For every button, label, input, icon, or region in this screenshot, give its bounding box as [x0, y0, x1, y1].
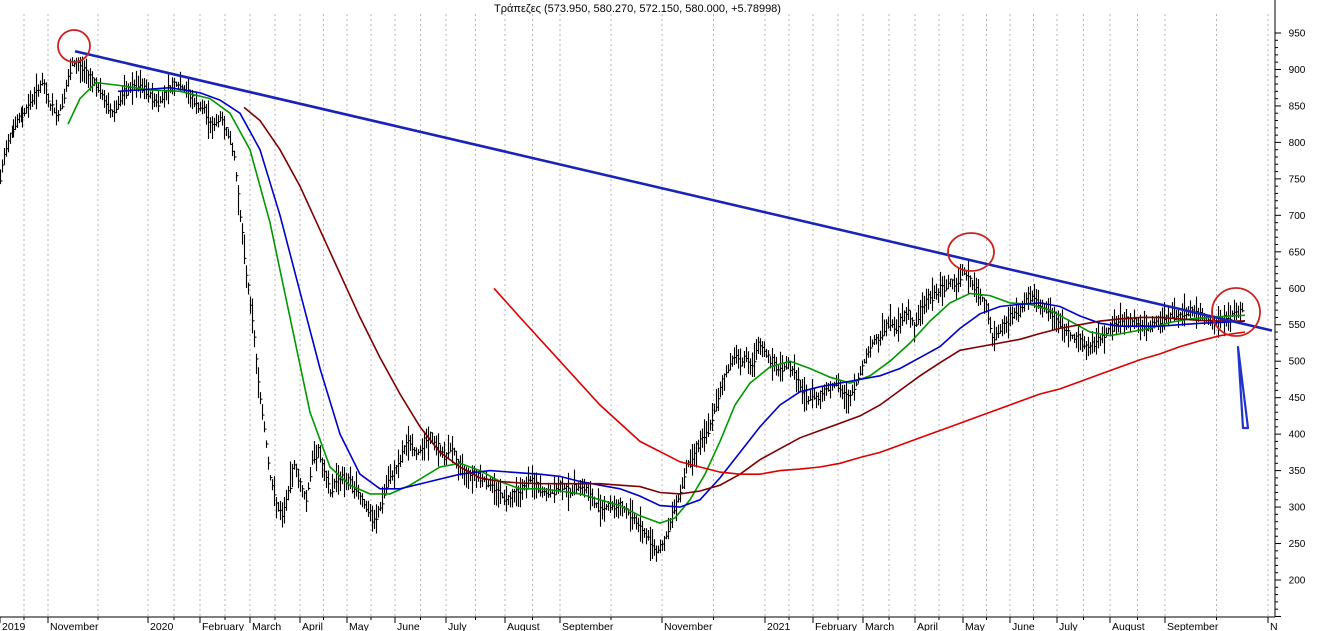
y-tick-label: 400	[1289, 430, 1306, 441]
x-tick-label: 2019	[2, 621, 26, 631]
x-tick-label: May	[349, 621, 370, 631]
x-tick-label: February	[815, 621, 858, 631]
down-arrow	[1236, 345, 1250, 430]
moving-average-lines	[67, 81, 1246, 524]
x-tick-label: September	[1167, 621, 1219, 631]
moving-average-line-3	[243, 106, 1245, 495]
x-tick-label: August	[1112, 621, 1145, 631]
moving-average-line-4	[493, 287, 1246, 475]
highlight-circle-peak-2021	[947, 232, 995, 272]
chart-title: Τράπεζες (573.950, 580.270, 572.150, 580…	[494, 3, 781, 15]
x-tick-label: 2021	[767, 621, 791, 631]
y-tick-label: 350	[1289, 466, 1306, 477]
x-tick-label: June	[1012, 621, 1035, 631]
x-tick-label: April	[917, 621, 938, 631]
x-tick-label: 2020	[150, 621, 174, 631]
x-tick-label: August	[507, 621, 540, 631]
y-tick-label: 750	[1289, 174, 1306, 185]
x-tick-label: July	[448, 621, 467, 631]
moving-average-line-2	[117, 86, 1246, 508]
y-tick-label: 500	[1289, 357, 1306, 368]
vertical-gridlines	[23, 14, 1269, 617]
x-tick-label: March	[865, 621, 894, 631]
y-tick-label: 650	[1289, 247, 1306, 258]
y-tick-label: 200	[1289, 576, 1306, 587]
x-tick-label: N	[1270, 621, 1278, 631]
trendline	[74, 49, 1273, 332]
x-tick-label: November	[50, 621, 99, 631]
y-tick-label: 800	[1289, 138, 1306, 149]
y-tick-label: 600	[1289, 284, 1306, 295]
x-tick-label: April	[302, 621, 323, 631]
y-tick-label: 850	[1289, 101, 1306, 112]
y-tick-label: 300	[1289, 503, 1306, 514]
highlight-circle-peak-2019	[57, 29, 91, 63]
y-tick-label: 550	[1289, 320, 1306, 331]
y-tick-label: 700	[1289, 211, 1306, 222]
y-tick-label: 450	[1289, 393, 1306, 404]
x-tick-label: March	[252, 621, 281, 631]
x-tick-label: February	[202, 621, 245, 631]
x-tick-label: June	[397, 621, 420, 631]
x-tick-label: September	[562, 621, 614, 631]
x-tick-label: July	[1059, 621, 1078, 631]
x-tick-label: November	[664, 621, 713, 631]
highlight-circle-current	[1211, 287, 1261, 337]
x-tick-label: May	[965, 621, 986, 631]
chart-annotations	[57, 29, 1273, 430]
moving-average-line-1	[67, 81, 1246, 524]
y-tick-label: 900	[1289, 65, 1306, 76]
y-tick-label: 250	[1289, 539, 1306, 550]
y-tick-label: 950	[1289, 29, 1306, 40]
